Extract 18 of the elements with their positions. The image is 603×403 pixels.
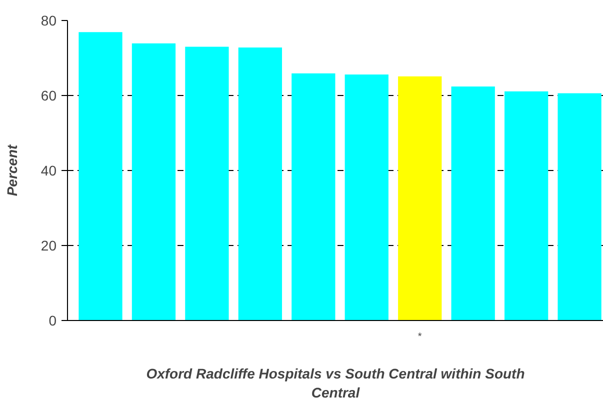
bar [558,93,602,320]
bar [504,91,548,320]
y-tick-label: 60 [40,88,57,104]
x-axis-title: Oxford Radcliffe Hospitals vs South Central within South Central [146,366,525,401]
bar [292,73,336,320]
bar [132,43,176,320]
y-tick-label: 40 [40,162,57,178]
bar [398,76,442,320]
x-tick-label: * [418,332,422,342]
bar [451,86,495,320]
y-tick-label: 20 [40,238,57,254]
y-axis-title: Percent [4,143,20,196]
bar [344,74,388,320]
y-tick-label: 80 [40,12,57,28]
y-tick-label: 0 [48,312,57,328]
bar [185,46,229,320]
bar [238,48,282,320]
bar [78,32,122,320]
